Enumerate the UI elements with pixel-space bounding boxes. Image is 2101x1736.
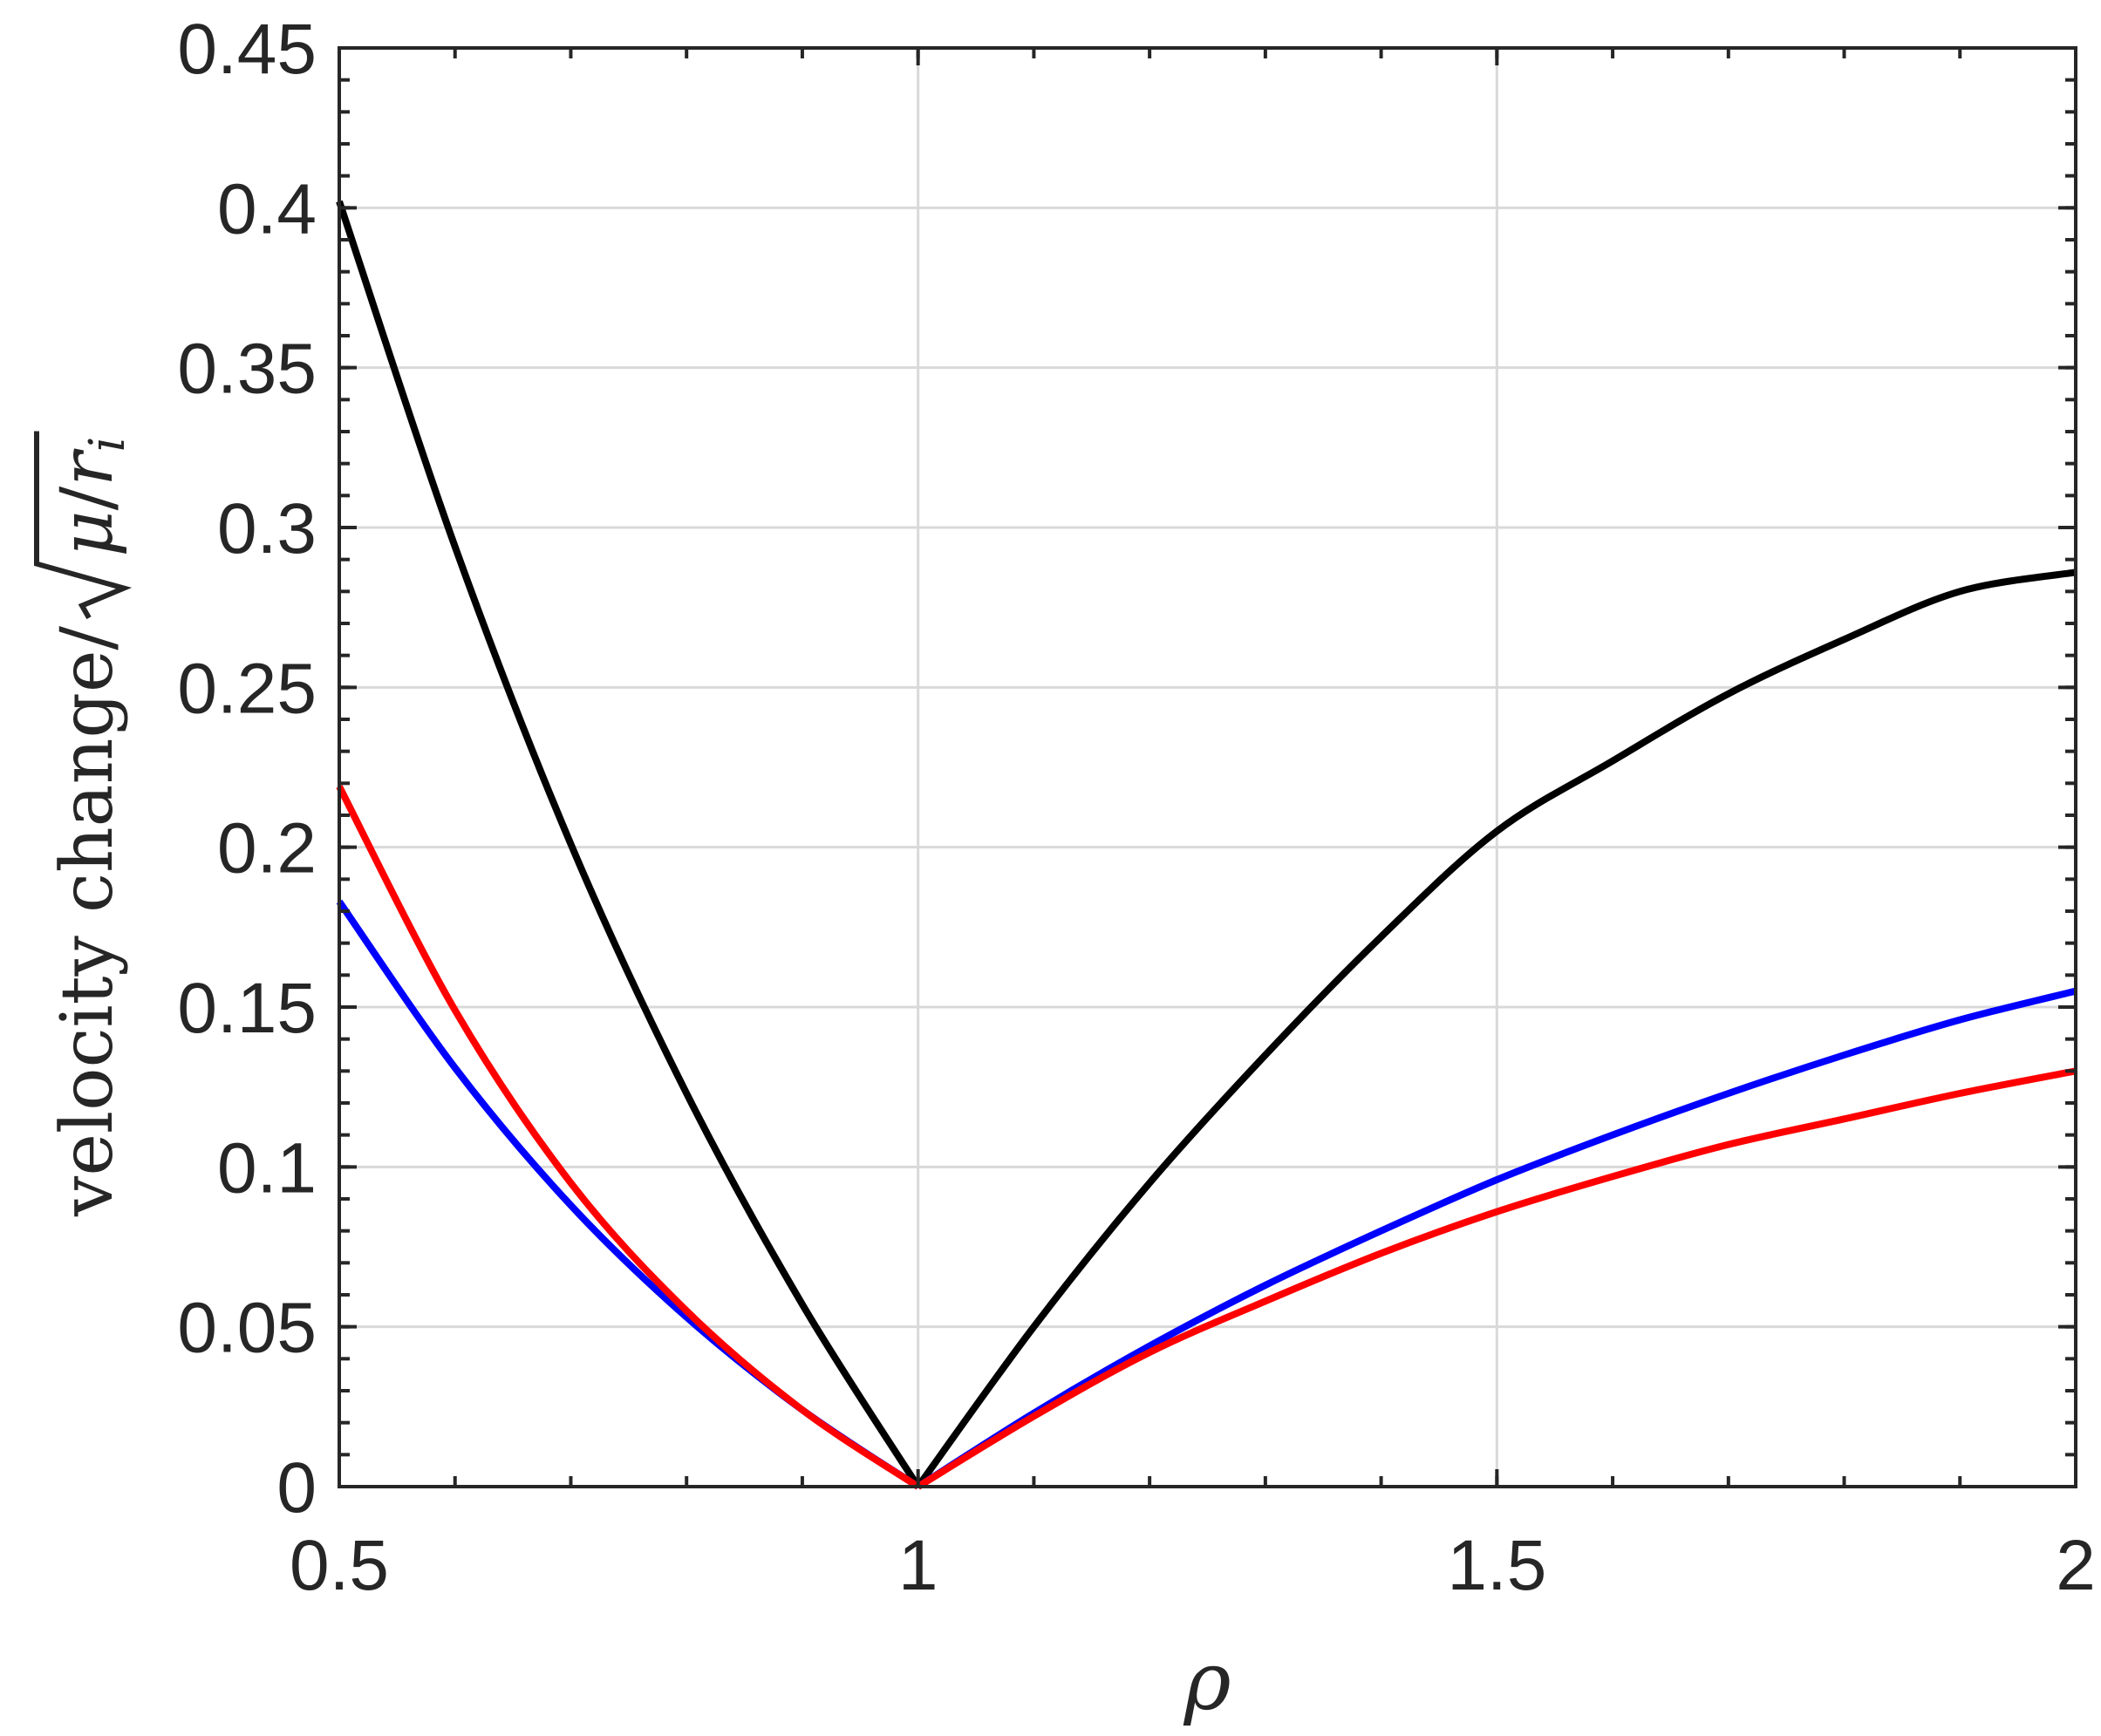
y-tick-label: 0.35 xyxy=(177,330,317,409)
y-tick-labels: 0 0.05 0.1 0.15 0.2 0.25 0.3 0.35 0.4 0.45 xyxy=(177,10,317,1528)
y-axis-label-subscript: i xyxy=(79,437,136,453)
y-tick-label: 0.15 xyxy=(177,969,317,1048)
y-axis-label-slash: / xyxy=(46,486,129,510)
y-axis-label-mu: μ xyxy=(46,510,129,556)
y-tick-label: 0.1 xyxy=(217,1128,317,1208)
y-tick-label: 0.25 xyxy=(177,649,317,728)
y-tick-label: 0.05 xyxy=(177,1289,317,1368)
series-lines xyxy=(336,200,2077,1490)
plot-frame xyxy=(338,46,2077,1488)
x-tick-label: 1 xyxy=(898,1526,938,1605)
y-tick-label: 0.45 xyxy=(177,10,317,89)
sqrt-sign xyxy=(34,431,133,620)
x-tick-label: 2 xyxy=(2056,1526,2096,1605)
x-tick-label: 1.5 xyxy=(1447,1526,1546,1605)
series-line-1 xyxy=(336,200,2077,1489)
y-tick-label: 0 xyxy=(276,1448,317,1528)
x-axis-label: ρ xyxy=(1183,1635,1231,1728)
y-axis-label-prefix: velocity change/ xyxy=(46,626,129,1217)
x-tick-labels: 0.5 1 1.5 2 xyxy=(290,1526,2096,1605)
svg-text:μ/ri: μ/ri xyxy=(46,437,136,557)
svg-text:velocity change/: velocity change/ xyxy=(46,626,129,1217)
axis-ticks xyxy=(338,46,2077,1488)
y-axis-label: velocity change/ μ/ri xyxy=(34,431,136,1217)
y-axis-label-r: r xyxy=(46,448,129,487)
y-tick-label: 0.2 xyxy=(217,809,317,888)
series-line-3 xyxy=(336,785,2077,1490)
x-tick-label: 0.5 xyxy=(290,1526,389,1605)
y-tick-label: 0.3 xyxy=(217,489,317,568)
y-tick-label: 0.4 xyxy=(217,169,317,248)
